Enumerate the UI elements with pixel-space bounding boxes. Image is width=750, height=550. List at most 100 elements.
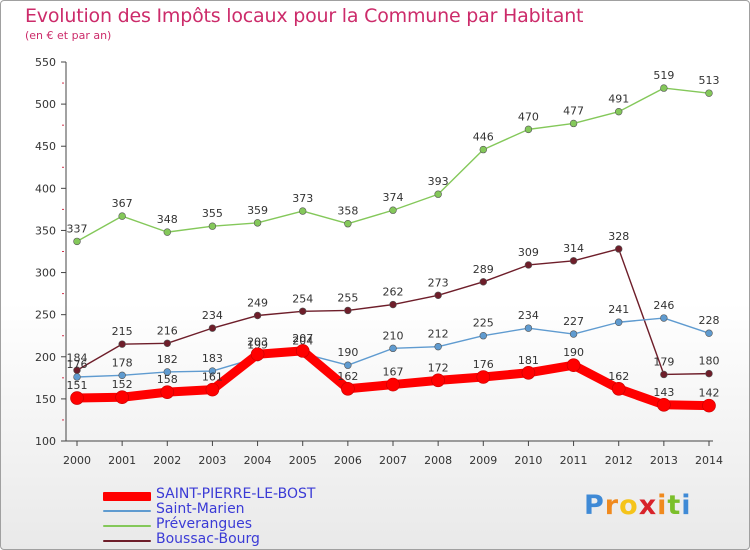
data-point-saint-marien bbox=[118, 371, 126, 380]
data-point-pr-verangues bbox=[118, 212, 126, 220]
data-label-saint-marien: 228 bbox=[699, 314, 720, 327]
data-point-boussac-bourg bbox=[389, 300, 397, 309]
data-label-boussac-bourg: 215 bbox=[112, 325, 133, 338]
data-label-boussac-bourg: 254 bbox=[292, 292, 313, 305]
data-label-boussac-bourg: 289 bbox=[473, 263, 494, 276]
data-point-boussac-bourg bbox=[208, 324, 217, 332]
data-point-saint-pierre-le-bost bbox=[657, 397, 671, 412]
data-point-boussac-bourg bbox=[118, 340, 126, 348]
legend-swatch-preverangues bbox=[103, 525, 151, 527]
data-point-pr-verangues bbox=[479, 145, 487, 154]
data-label-saint-pierre-le-bost: 162 bbox=[608, 370, 629, 383]
line-chart: 100 150 200 250 300 350 400 450 500 550 2000 2001 20… bbox=[35, 56, 723, 467]
data-label-pr-verangues: 446 bbox=[473, 131, 494, 144]
data-label-pr-verangues: 374 bbox=[383, 191, 404, 204]
data-label-saint-pierre-le-bost: 190 bbox=[563, 346, 584, 359]
data-point-saint-marien bbox=[208, 367, 217, 375]
data-label-saint-marien: 176 bbox=[67, 358, 88, 371]
proxiti-logo: Proxiti bbox=[584, 490, 692, 521]
legend-swatch-boussac-bourg bbox=[103, 540, 151, 542]
data-point-saint-pierre-le-bost bbox=[566, 358, 581, 373]
data-label-saint-marien: 183 bbox=[202, 352, 223, 365]
data-label-pr-verangues: 348 bbox=[157, 213, 178, 226]
data-point-pr-verangues bbox=[344, 220, 352, 228]
data-label-pr-verangues: 373 bbox=[292, 192, 313, 205]
legend-label-boussac-bourg: Boussac-Bourg bbox=[156, 531, 260, 547]
data-label-saint-pierre-le-bost: 151 bbox=[67, 379, 88, 392]
x-tick-label: 2002 bbox=[153, 454, 181, 467]
y-tick-label: 250 bbox=[35, 309, 56, 322]
y-tick-label: 550 bbox=[35, 56, 56, 69]
x-tick-label: 2003 bbox=[198, 454, 226, 467]
data-label-saint-marien: 190 bbox=[337, 346, 358, 359]
data-point-pr-verangues bbox=[253, 219, 262, 227]
data-label-pr-verangues: 519 bbox=[653, 69, 674, 82]
data-label-saint-marien: 210 bbox=[383, 329, 404, 342]
data-label-saint-pierre-le-bost: 158 bbox=[157, 373, 178, 386]
data-label-boussac-bourg: 249 bbox=[247, 297, 268, 310]
data-point-saint-marien bbox=[73, 373, 81, 381]
y-tick-label: 450 bbox=[35, 140, 56, 153]
legend-label-preverangues: Préverangues bbox=[156, 516, 253, 532]
data-label-boussac-bourg: 234 bbox=[202, 309, 223, 322]
data-point-pr-verangues bbox=[434, 190, 442, 198]
logo-letter: t bbox=[667, 490, 682, 521]
y-tick-label: 300 bbox=[35, 267, 56, 280]
x-tick-label: 2004 bbox=[244, 454, 272, 467]
data-point-saint-pierre-le-bost bbox=[521, 365, 536, 380]
data-label-pr-verangues: 470 bbox=[518, 110, 539, 123]
data-label-saint-marien: 204 bbox=[292, 334, 313, 347]
data-point-boussac-bourg bbox=[479, 278, 487, 286]
data-label-pr-verangues: 337 bbox=[67, 222, 88, 235]
data-point-saint-pierre-le-bost bbox=[295, 344, 310, 358]
data-label-saint-pierre-le-bost: 167 bbox=[383, 366, 404, 379]
data-label-boussac-bourg: 262 bbox=[383, 286, 404, 299]
data-label-boussac-bourg: 273 bbox=[428, 276, 449, 289]
y-tick-label: 350 bbox=[35, 224, 56, 237]
data-point-saint-pierre-le-bost bbox=[431, 373, 445, 388]
x-tick-label: 2007 bbox=[379, 454, 407, 467]
data-point-pr-verangues bbox=[208, 222, 217, 230]
x-tick-label: 2000 bbox=[63, 454, 91, 467]
data-point-boussac-bourg bbox=[660, 370, 668, 379]
data-label-pr-verangues: 355 bbox=[202, 207, 223, 220]
data-label-saint-marien: 227 bbox=[563, 315, 584, 328]
data-label-boussac-bourg: 179 bbox=[653, 355, 674, 368]
data-point-saint-marien bbox=[389, 344, 397, 353]
data-label-saint-pierre-le-bost: 161 bbox=[202, 371, 223, 384]
legend-label-saint-pierre-le-bost: SAINT-PIERRE-LE-BOST bbox=[156, 486, 316, 502]
data-point-saint-marien bbox=[705, 329, 713, 337]
data-point-boussac-bourg bbox=[524, 261, 533, 269]
data-point-boussac-bourg bbox=[344, 306, 352, 315]
data-label-saint-pierre-le-bost: 152 bbox=[112, 378, 133, 391]
data-point-pr-verangues bbox=[163, 228, 171, 236]
data-label-saint-marien: 212 bbox=[428, 328, 449, 341]
data-point-saint-marien bbox=[344, 361, 352, 369]
data-point-saint-pierre-le-bost bbox=[341, 381, 355, 396]
data-point-saint-pierre-le-bost bbox=[702, 398, 716, 413]
data-point-boussac-bourg bbox=[434, 291, 442, 299]
y-tick-label: 400 bbox=[35, 182, 56, 195]
data-label-saint-pierre-le-bost: 172 bbox=[428, 361, 449, 374]
x-tick-label: 2006 bbox=[334, 454, 362, 467]
logo-letter: o bbox=[619, 490, 639, 521]
data-point-saint-marien bbox=[615, 318, 623, 326]
data-point-saint-pierre-le-bost bbox=[611, 381, 626, 396]
data-label-saint-marien: 182 bbox=[157, 353, 178, 366]
data-point-pr-verangues bbox=[660, 84, 668, 92]
legend-swatch-saint-marien bbox=[103, 510, 151, 512]
data-point-saint-pierre-le-bost bbox=[160, 385, 175, 399]
data-label-pr-verangues: 359 bbox=[247, 204, 268, 217]
data-label-boussac-bourg: 216 bbox=[157, 324, 178, 337]
data-label-boussac-bourg: 180 bbox=[699, 355, 720, 368]
data-point-pr-verangues bbox=[389, 206, 397, 214]
data-label-saint-marien: 225 bbox=[473, 317, 494, 330]
x-tick-label: 2014 bbox=[695, 454, 723, 467]
x-tick-label: 2010 bbox=[514, 454, 542, 467]
data-label-saint-pierre-le-bost: 162 bbox=[337, 370, 358, 383]
data-point-boussac-bourg bbox=[163, 339, 171, 348]
chart-subtitle: (en € et par an) bbox=[25, 29, 112, 42]
data-point-pr-verangues bbox=[73, 237, 81, 246]
data-label-boussac-bourg: 184 bbox=[67, 351, 88, 364]
